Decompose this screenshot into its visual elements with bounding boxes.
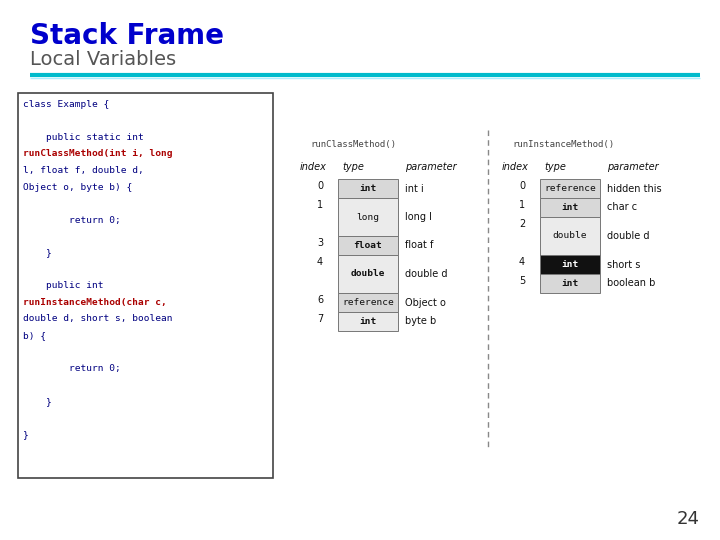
Text: float f: float f — [405, 240, 433, 251]
Bar — [540, 179, 600, 198]
Text: double: double — [553, 232, 588, 240]
Text: int: int — [562, 279, 579, 288]
Text: hidden this: hidden this — [607, 184, 662, 193]
Text: return 0;: return 0; — [23, 364, 121, 373]
Text: 1: 1 — [519, 200, 525, 210]
Bar — [338, 198, 398, 236]
Text: double: double — [351, 269, 385, 279]
Text: short s: short s — [607, 260, 640, 269]
Text: Local Variables: Local Variables — [30, 50, 176, 69]
Text: double d: double d — [405, 269, 448, 279]
Text: type: type — [342, 162, 364, 172]
Text: parameter: parameter — [405, 162, 456, 172]
Text: char c: char c — [607, 202, 637, 213]
Text: public int: public int — [23, 281, 104, 291]
Bar — [540, 217, 600, 255]
Text: boolean b: boolean b — [607, 279, 655, 288]
Text: public static int: public static int — [23, 133, 144, 142]
Bar — [338, 312, 398, 331]
Text: 3: 3 — [317, 238, 323, 248]
Text: int: int — [359, 317, 377, 326]
Text: 4: 4 — [519, 257, 525, 267]
Text: type: type — [544, 162, 566, 172]
Text: parameter: parameter — [607, 162, 659, 172]
Text: 24: 24 — [677, 510, 700, 528]
Text: runClassMethod(): runClassMethod() — [310, 140, 396, 149]
Text: 2: 2 — [519, 219, 525, 229]
Text: 0: 0 — [317, 181, 323, 191]
Text: index: index — [300, 162, 327, 172]
Text: Stack Frame: Stack Frame — [30, 22, 224, 50]
Text: double d: double d — [607, 231, 649, 241]
Text: 1: 1 — [317, 200, 323, 210]
Text: runClassMethod(int i, long: runClassMethod(int i, long — [23, 150, 173, 159]
Text: byte b: byte b — [405, 316, 436, 327]
Text: index: index — [502, 162, 529, 172]
Bar — [540, 274, 600, 293]
Text: float: float — [354, 241, 382, 250]
Text: 6: 6 — [317, 295, 323, 305]
Text: return 0;: return 0; — [23, 215, 121, 225]
Text: int i: int i — [405, 184, 424, 193]
Text: Object o, byte b) {: Object o, byte b) { — [23, 183, 132, 192]
Bar — [540, 255, 600, 274]
Text: int: int — [359, 184, 377, 193]
Bar — [338, 293, 398, 312]
Text: reference: reference — [342, 298, 394, 307]
Text: long l: long l — [405, 212, 432, 222]
Text: runInstanceMethod(char c,: runInstanceMethod(char c, — [23, 298, 167, 307]
Text: }: } — [23, 248, 52, 258]
Text: int: int — [562, 260, 579, 269]
Text: Object o: Object o — [405, 298, 446, 307]
Text: class Example {: class Example { — [23, 100, 109, 109]
Text: 4: 4 — [317, 257, 323, 267]
Text: 5: 5 — [519, 276, 525, 286]
Text: runInstanceMethod(): runInstanceMethod() — [512, 140, 614, 149]
Bar — [338, 179, 398, 198]
Text: b) {: b) { — [23, 331, 46, 340]
Text: }: } — [23, 397, 52, 406]
Text: reference: reference — [544, 184, 596, 193]
Text: l, float f, double d,: l, float f, double d, — [23, 166, 144, 175]
Text: }: } — [23, 430, 29, 439]
Bar — [18, 93, 273, 478]
Bar — [338, 255, 398, 293]
Text: int: int — [562, 203, 579, 212]
Text: 7: 7 — [317, 314, 323, 324]
Bar — [338, 236, 398, 255]
Text: double d, short s, boolean: double d, short s, boolean — [23, 314, 173, 323]
Text: long: long — [356, 213, 379, 221]
Bar — [540, 198, 600, 217]
Text: 0: 0 — [519, 181, 525, 191]
